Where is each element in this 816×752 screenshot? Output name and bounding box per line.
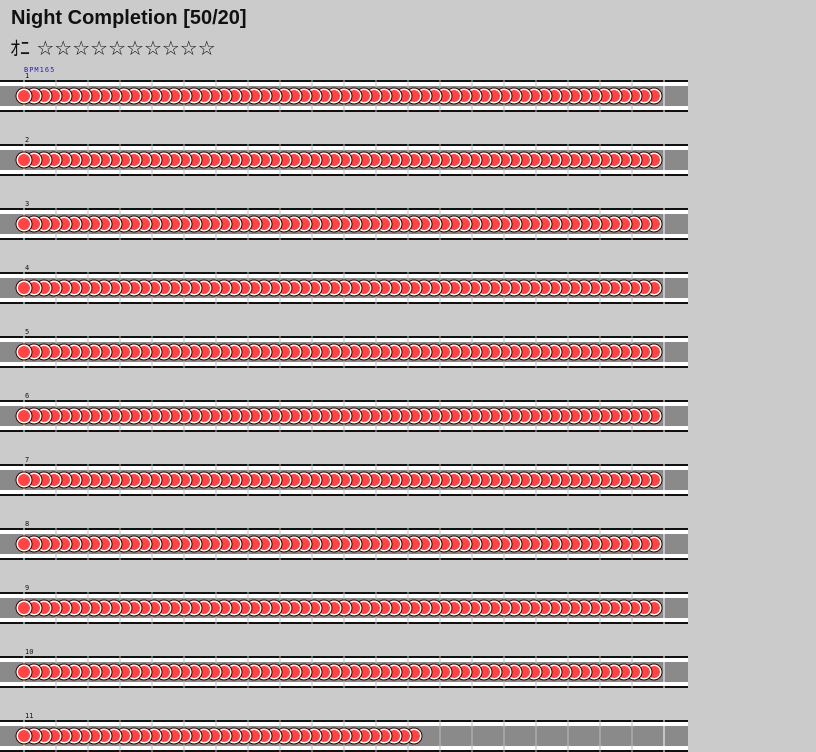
note-lane — [0, 336, 688, 368]
measure-4: 4 — [0, 264, 688, 304]
note-lane — [0, 464, 688, 496]
chart-title: Night Completion [50/20] — [11, 7, 247, 29]
note-lane — [0, 272, 688, 304]
don-note — [15, 727, 33, 745]
don-note — [15, 599, 33, 617]
note-lane — [0, 208, 688, 240]
note-lane — [0, 592, 688, 624]
measure-number: 6 — [25, 392, 30, 400]
measure-11: 11 — [0, 712, 688, 752]
measure-10: 10 — [0, 648, 688, 688]
don-note — [15, 279, 33, 297]
don-note — [15, 151, 33, 169]
bpm-label: BPM165 — [24, 66, 56, 74]
measure-number: 8 — [25, 520, 30, 528]
measure-7: 7 — [0, 456, 688, 496]
measure-1: 1 — [0, 72, 688, 112]
don-note — [15, 343, 33, 361]
don-note — [15, 87, 33, 105]
difficulty-oni-label: ｵﾆ — [10, 36, 30, 60]
measure-8: 8 — [0, 520, 688, 560]
measure-number: 2 — [25, 136, 30, 144]
measure-number: 1 — [25, 72, 30, 80]
measure-number: 11 — [25, 712, 34, 720]
don-note — [15, 215, 33, 233]
note-lane — [0, 144, 688, 176]
measure-5: 5 — [0, 328, 688, 368]
measure-6: 6 — [0, 392, 688, 432]
don-note — [15, 663, 33, 681]
note-lane — [0, 720, 688, 752]
measure-9: 9 — [0, 584, 688, 624]
star-rating: ☆☆☆☆☆☆☆☆☆☆ — [36, 36, 216, 60]
measure-number: 10 — [25, 648, 34, 656]
note-lane — [0, 528, 688, 560]
note-lane — [0, 400, 688, 432]
measure-number: 5 — [25, 328, 30, 336]
measure-number: 9 — [25, 584, 30, 592]
note-lane — [0, 80, 688, 112]
note-lane — [0, 656, 688, 688]
difficulty-row: ｵﾆ ☆☆☆☆☆☆☆☆☆☆ — [10, 37, 216, 59]
measure-number: 3 — [25, 200, 30, 208]
measure-number: 4 — [25, 264, 30, 272]
don-note — [15, 471, 33, 489]
don-note — [15, 407, 33, 425]
measure-3: 3 — [0, 200, 688, 240]
measure-2: 2 — [0, 136, 688, 176]
don-note — [15, 535, 33, 553]
measure-number: 7 — [25, 456, 30, 464]
